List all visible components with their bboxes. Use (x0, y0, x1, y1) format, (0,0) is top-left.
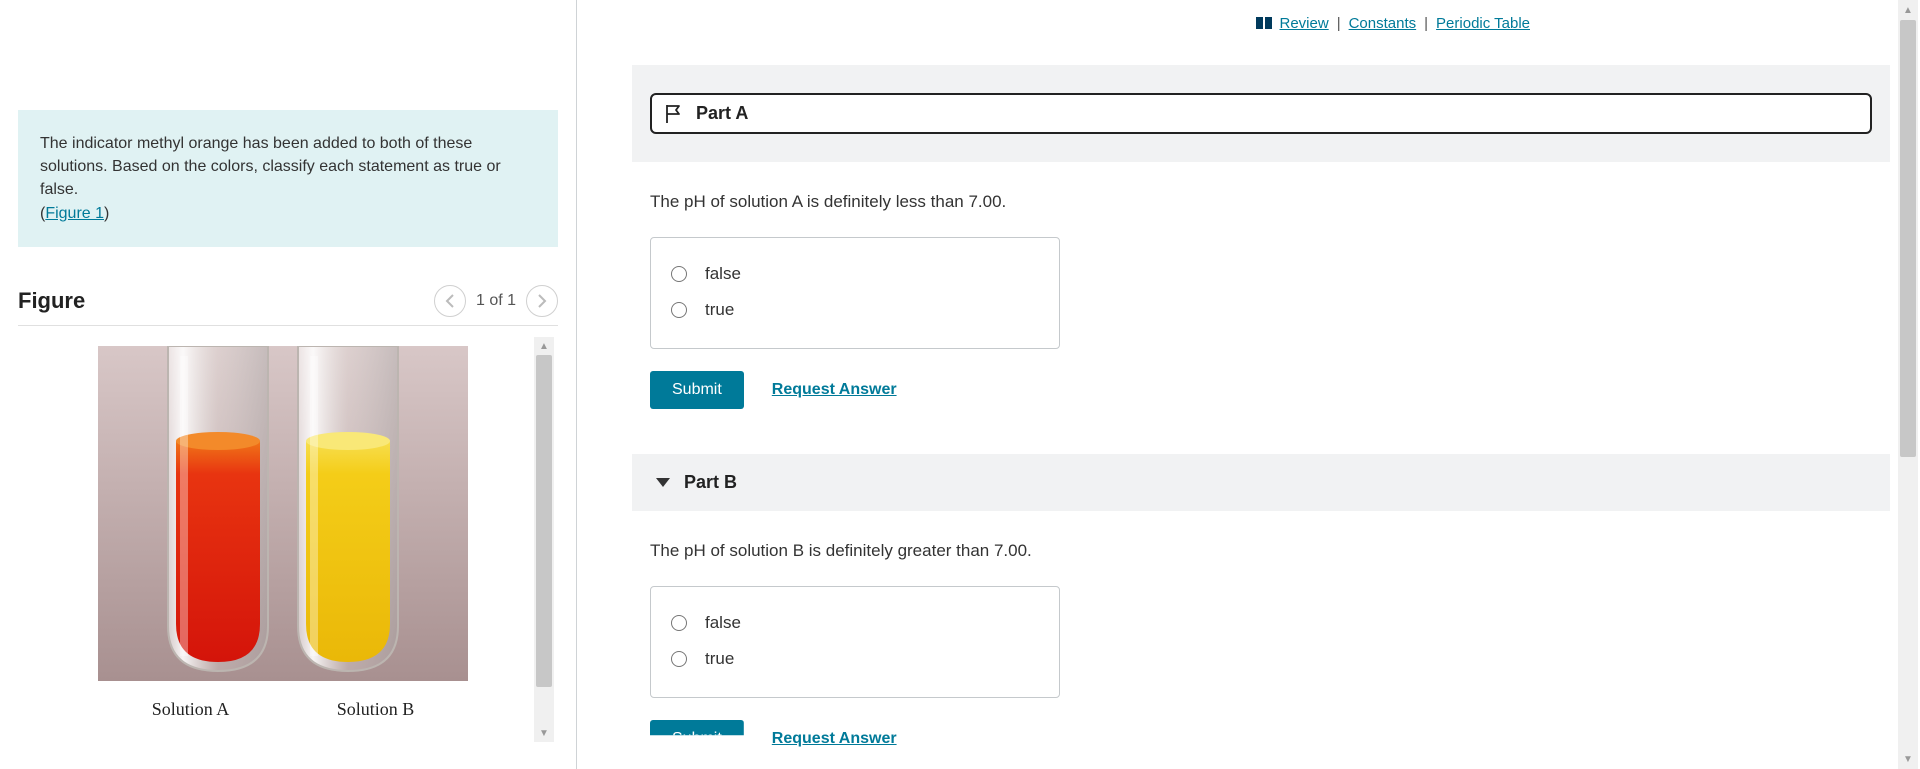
part-a-header: Part A (632, 65, 1890, 162)
part-a-submit-button[interactable]: Submit (650, 371, 744, 409)
option-label: false (705, 264, 741, 284)
part-a-title: Part A (696, 103, 748, 124)
intro-box: The indicator methyl orange has been add… (18, 110, 558, 247)
figure-pager: 1 of 1 (434, 285, 558, 317)
radio-input[interactable] (671, 266, 687, 282)
right-panel: Part A The pH of solution A is definitel… (577, 0, 1920, 769)
main-scrollbar[interactable]: ▲ ▼ (1898, 0, 1918, 769)
part-a-request-answer-link[interactable]: Request Answer (772, 381, 897, 399)
figure-prev-button[interactable] (434, 285, 466, 317)
scroll-up-icon[interactable]: ▲ (534, 337, 554, 355)
part-a-option-false[interactable]: false (671, 256, 1039, 292)
option-label: true (705, 649, 734, 669)
flag-icon (664, 104, 682, 124)
radio-input[interactable] (671, 651, 687, 667)
figure-content: Solution A Solution B (18, 346, 558, 751)
figure-heading: Figure (18, 288, 85, 314)
part-a-question: The pH of solution A is definitely less … (650, 192, 1890, 212)
caret-down-icon (656, 478, 670, 487)
part-a-answer-box: false true (650, 237, 1060, 349)
figure-header: Figure 1 of 1 (18, 285, 558, 326)
part-b-option-true[interactable]: true (671, 641, 1039, 677)
scroll-down-icon[interactable]: ▼ (1898, 749, 1918, 769)
scroll-thumb[interactable] (536, 355, 552, 687)
part-b-request-answer-link[interactable]: Request Answer (772, 730, 897, 748)
intro-text: The indicator methyl orange has been add… (40, 135, 501, 198)
scroll-up-icon[interactable]: ▲ (1898, 0, 1918, 20)
figure-next-button[interactable] (526, 285, 558, 317)
part-b-question: The pH of solution B is definitely great… (650, 541, 1890, 561)
figure-label-b: Solution B (337, 699, 415, 720)
scroll-down-icon[interactable]: ▼ (534, 724, 554, 742)
radio-input[interactable] (671, 302, 687, 318)
figure-image: Solution A Solution B (98, 346, 468, 720)
part-b-answer-box: false true (650, 586, 1060, 698)
left-panel: The indicator methyl orange has been add… (0, 0, 577, 769)
figure-page-count: 1 of 1 (476, 292, 516, 310)
part-b-option-false[interactable]: false (671, 605, 1039, 641)
figure-link[interactable]: Figure 1 (45, 205, 104, 222)
part-a-toggle[interactable]: Part A (650, 93, 1872, 134)
option-label: true (705, 300, 734, 320)
figure-scrollbar[interactable]: ▲ ▼ (534, 337, 554, 742)
figure-label-a: Solution A (152, 699, 230, 720)
part-b-header[interactable]: Part B (632, 454, 1890, 511)
part-b-submit-button[interactable]: Submit (650, 720, 744, 758)
option-label: false (705, 613, 741, 633)
part-b-title: Part B (684, 472, 737, 493)
part-a-option-true[interactable]: true (671, 292, 1039, 328)
radio-input[interactable] (671, 615, 687, 631)
scroll-thumb[interactable] (1900, 20, 1916, 457)
